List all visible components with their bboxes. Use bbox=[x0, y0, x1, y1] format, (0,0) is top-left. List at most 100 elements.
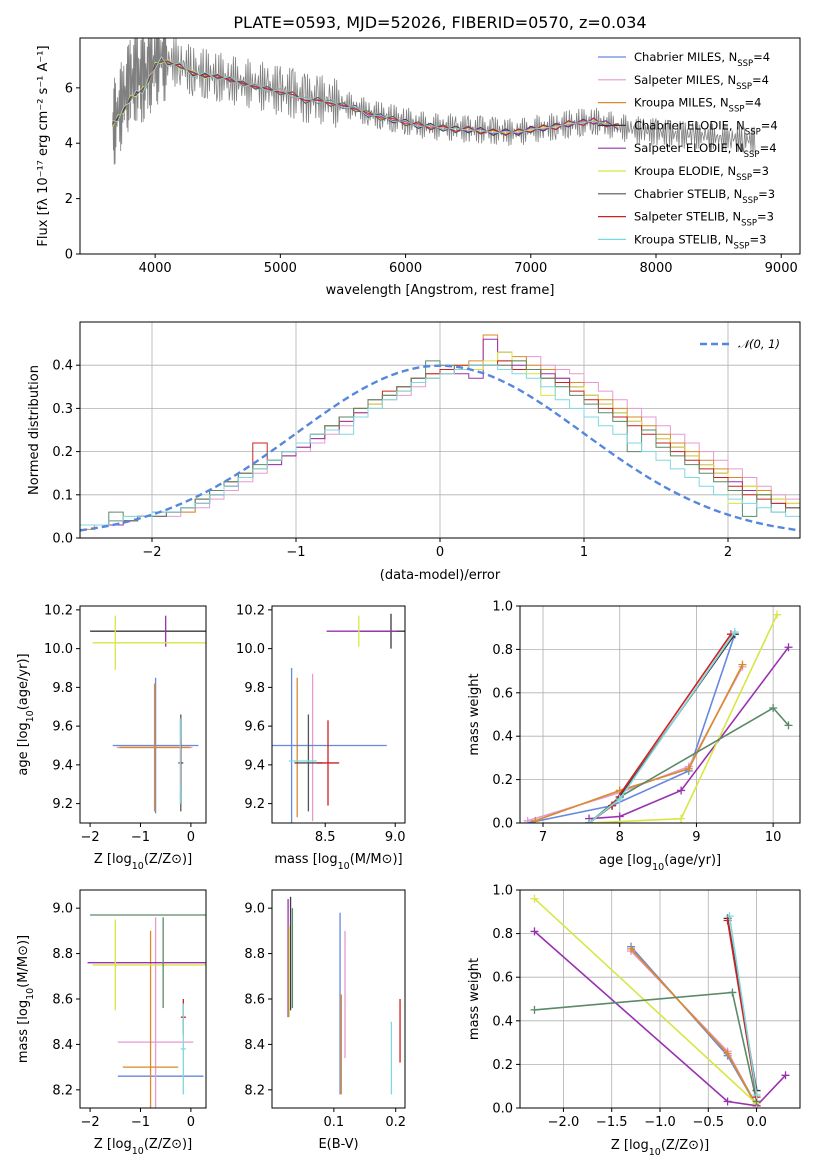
y-tick-label: 9.6 bbox=[52, 720, 73, 735]
y-tick-label: 10.0 bbox=[236, 642, 265, 657]
plot-area bbox=[87, 914, 206, 1108]
spectrum-model-line bbox=[112, 56, 619, 134]
y-tick-label: 8.6 bbox=[52, 993, 73, 1008]
panel-mass-vs-metallicity: −2 −1 0 8.2 8.4 8.6 8.8 9.0 Z [log10(Z/Z⊙)] mass … bbox=[16, 889, 207, 1157]
x-tick-label: 0 bbox=[187, 830, 195, 845]
legend-entry: Chabrier ELODIE, NSSP=4 bbox=[634, 118, 778, 137]
panel-age-vs-mass: 8.5 9.0 9.2 9.4 9.6 9.8 10.0 10.2 mass [log10(M/… bbox=[236, 603, 406, 871]
y-tick-label: 8.6 bbox=[244, 993, 265, 1008]
plus-marker bbox=[530, 894, 539, 903]
y-tick-label: 9.8 bbox=[52, 681, 73, 696]
histogram-step bbox=[80, 360, 800, 526]
legend-entry: Kroupa STELIB, NSSP=3 bbox=[634, 232, 766, 251]
plot-area bbox=[520, 606, 800, 823]
y-tick-label: 9.2 bbox=[244, 797, 265, 812]
y-tick-label: 2 bbox=[65, 192, 73, 207]
plot-area bbox=[80, 322, 800, 538]
plot-area bbox=[90, 615, 206, 814]
x-axis-label: E(B-V) bbox=[318, 1137, 358, 1152]
x-tick-label: 7 bbox=[539, 830, 547, 845]
x-tick-label: −1.5 bbox=[596, 1115, 628, 1130]
x-tick-label: 0.0 bbox=[746, 1115, 767, 1130]
x-tick-label: −1 bbox=[131, 1115, 150, 1130]
mass-weight-line bbox=[588, 706, 790, 823]
plus-marker bbox=[615, 812, 624, 821]
plus-marker bbox=[615, 795, 624, 804]
plus-marker bbox=[684, 764, 693, 773]
axes-frame bbox=[519, 605, 801, 824]
y-tick-label: 0.0 bbox=[492, 1102, 513, 1117]
y-tick-label: 10.2 bbox=[236, 603, 265, 618]
plot-area bbox=[520, 890, 800, 1108]
y-tick-label: 0.4 bbox=[492, 1014, 513, 1029]
axes-frame bbox=[79, 37, 801, 255]
x-tick-label: 9000 bbox=[765, 261, 798, 276]
x-tick-label: −1 bbox=[131, 830, 150, 845]
x-tick-label: −1.0 bbox=[644, 1115, 676, 1130]
y-tick-label: 0.0 bbox=[52, 532, 73, 547]
mass-weight-line bbox=[533, 898, 758, 1105]
y-tick-label: 0.4 bbox=[492, 730, 513, 745]
plus-marker bbox=[728, 988, 737, 997]
panel-spectrum: 4000 5000 6000 7000 8000 9000 0 2 4 6 wavelength [… bbox=[36, 37, 801, 298]
y-tick-label: 0.8 bbox=[492, 927, 513, 942]
spectrum-model-line bbox=[112, 57, 619, 135]
mass-weight-line bbox=[533, 930, 787, 1107]
y-axis-label: mass weight bbox=[467, 673, 482, 755]
y-tick-label: 0.6 bbox=[492, 686, 513, 701]
x-tick-label: 1 bbox=[580, 545, 588, 560]
spectrum-model-line bbox=[112, 55, 619, 135]
axes-frame bbox=[79, 605, 207, 824]
y-tick-label: 10.0 bbox=[44, 642, 73, 657]
x-tick-label: −2 bbox=[142, 545, 161, 560]
x-axis-label: (data-model)/error bbox=[380, 568, 501, 583]
y-tick-label: 8.2 bbox=[52, 1083, 73, 1098]
plus-marker bbox=[523, 816, 532, 823]
x-axis-label: wavelength [Angstrom, rest frame] bbox=[326, 283, 555, 298]
x-axis-label: Z [log10(Z/Z⊙)] bbox=[94, 1137, 192, 1157]
x-tick-label: 2 bbox=[724, 545, 732, 560]
y-tick-label: 0.8 bbox=[492, 643, 513, 658]
legend-entry: Kroupa ELODIE, NSSP=3 bbox=[634, 164, 769, 183]
spectrum-data-line bbox=[112, 38, 756, 165]
panel-mass-weight-vs-metallicity: −2.0 −1.5 −1.0 −0.5 0.0 0.0 0.2 0.4 0.6 0.8 1.0 Z [… bbox=[467, 884, 801, 1158]
y-tick-label: 9.6 bbox=[244, 720, 265, 735]
x-tick-label: 0.2 bbox=[385, 1115, 406, 1130]
y-tick-label: 6 bbox=[65, 81, 73, 96]
legend-entry: Kroupa MILES, NSSP=4 bbox=[634, 96, 761, 115]
y-tick-label: 0.2 bbox=[492, 1058, 513, 1073]
plus-marker bbox=[677, 814, 686, 823]
y-tick-label: 9.0 bbox=[244, 902, 265, 917]
x-tick-label: 4000 bbox=[139, 261, 172, 276]
y-tick-label: 0 bbox=[65, 248, 73, 263]
y-tick-label: 10.2 bbox=[44, 603, 73, 618]
plot-area bbox=[287, 896, 401, 1095]
y-tick-label: 0.4 bbox=[52, 359, 73, 374]
x-tick-label: 9.0 bbox=[385, 830, 406, 845]
x-tick-label: −2 bbox=[80, 830, 99, 845]
x-tick-label: 0.1 bbox=[324, 1115, 345, 1130]
y-axis-label: mass [log10(M/M⊙)] bbox=[16, 935, 36, 1063]
y-tick-label: 8.4 bbox=[244, 1038, 265, 1053]
plus-marker bbox=[725, 912, 734, 921]
error-bar-point bbox=[122, 930, 179, 1108]
x-tick-label: 0 bbox=[436, 545, 444, 560]
error-bar-point bbox=[316, 720, 340, 806]
plot-area bbox=[272, 613, 405, 823]
x-tick-label: 10 bbox=[765, 830, 782, 845]
y-tick-label: 0.0 bbox=[492, 817, 513, 832]
x-tick-label: −2.0 bbox=[548, 1115, 580, 1130]
axes-frame bbox=[271, 605, 406, 824]
figure-title: PLATE=0593, MJD=52026, FIBERID=0570, z=0… bbox=[233, 13, 646, 32]
x-tick-label: 8.5 bbox=[315, 830, 336, 845]
plus-marker bbox=[530, 1005, 539, 1014]
x-tick-label: 9 bbox=[692, 830, 700, 845]
y-axis-label: mass weight bbox=[467, 958, 482, 1040]
plus-marker bbox=[781, 1071, 790, 1080]
y-tick-label: 8.4 bbox=[52, 1038, 73, 1053]
x-axis-label: Z [log10(Z/Z⊙)] bbox=[94, 852, 192, 872]
x-tick-label: 5000 bbox=[264, 261, 297, 276]
histogram-step bbox=[80, 364, 800, 526]
y-tick-label: 8.8 bbox=[244, 947, 265, 962]
y-tick-label: 9.4 bbox=[52, 758, 73, 773]
